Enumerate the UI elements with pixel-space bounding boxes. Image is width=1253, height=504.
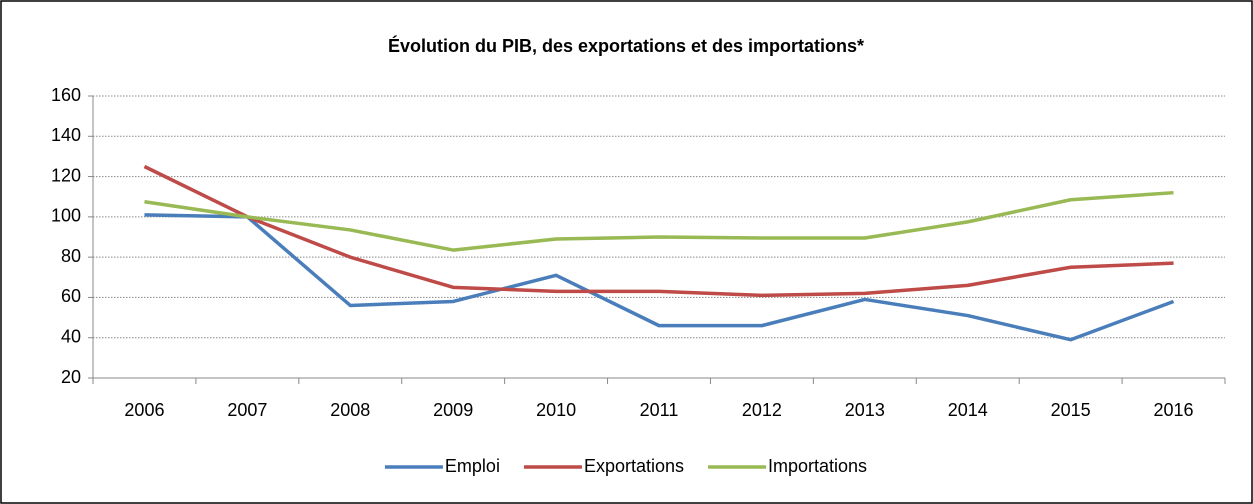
legend-label: Emploi [445, 456, 500, 476]
y-tick-label: 100 [51, 206, 81, 226]
y-tick-label: 160 [51, 85, 81, 105]
x-tick-label: 2015 [1051, 400, 1091, 420]
chart-title: Évolution du PIB, des exportations et de… [388, 35, 864, 56]
x-tick-label: 2014 [948, 400, 988, 420]
legend-label: Importations [768, 456, 867, 476]
x-tick-label: 2012 [742, 400, 782, 420]
y-tick-label: 80 [61, 246, 81, 266]
y-tick-label: 120 [51, 165, 81, 185]
x-tick-label: 2016 [1154, 400, 1194, 420]
y-tick-label: 140 [51, 125, 81, 145]
x-tick-label: 2007 [227, 400, 267, 420]
x-tick-label: 2009 [433, 400, 473, 420]
y-tick-label: 40 [61, 326, 81, 346]
x-tick-label: 2011 [640, 400, 679, 420]
series-line [144, 213, 1175, 342]
legend-label: Exportations [584, 456, 684, 476]
y-tick-label: 20 [61, 367, 81, 387]
series-line [144, 190, 1174, 252]
series-line [143, 164, 1174, 298]
y-tick-label: 60 [61, 286, 81, 306]
x-tick-label: 2008 [330, 400, 370, 420]
x-tick-label: 2010 [536, 400, 576, 420]
x-tick-label: 2013 [845, 400, 885, 420]
x-tick-label: 2006 [124, 400, 164, 420]
